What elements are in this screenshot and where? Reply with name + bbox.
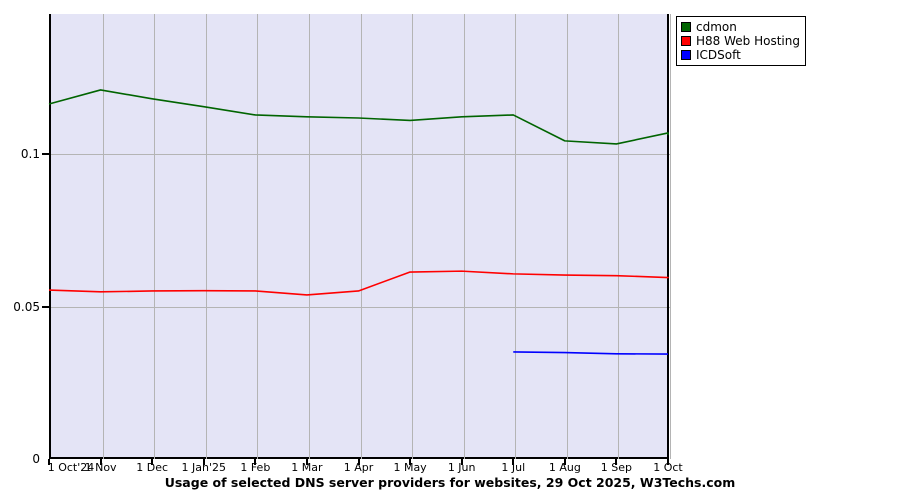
legend-item: H88 Web Hosting	[681, 34, 800, 48]
x-axis-label: 1 Jul	[501, 461, 526, 474]
gridline-vertical	[670, 14, 671, 459]
x-axis-tick	[202, 459, 205, 465]
series-line-cdmon	[48, 89, 669, 145]
x-axis-tick	[512, 459, 515, 465]
legend-swatch-icon	[681, 36, 691, 46]
x-axis-label: 1 Apr	[343, 461, 374, 474]
gridline-vertical	[154, 14, 156, 459]
gridline-horizontal	[51, 154, 670, 155]
legend-swatch-icon	[681, 22, 691, 32]
legend-swatch-icon	[681, 50, 691, 60]
y-axis: 0 0.05 0.1	[0, 0, 40, 500]
gridline-vertical	[102, 14, 104, 459]
x-axis-label: 1 Mar	[291, 461, 323, 474]
gridline-vertical	[618, 14, 620, 459]
y-axis-label: 0	[32, 452, 40, 466]
x-axis-tick	[667, 459, 669, 465]
gridline-vertical	[463, 14, 465, 459]
x-axis-label: 1 Oct	[653, 461, 683, 474]
gridline-horizontal	[51, 306, 670, 308]
x-axis-label: 1 Sep	[600, 461, 633, 474]
legend-label: H88 Web Hosting	[696, 33, 800, 48]
legend-item: cdmon	[681, 20, 800, 34]
y-axis-label: 0.05	[13, 299, 40, 314]
x-axis-label: 1 Feb	[240, 461, 271, 474]
legend-label: cdmon	[696, 19, 737, 34]
x-axis-label: 1 Aug	[548, 461, 581, 474]
gridline-vertical	[257, 14, 259, 459]
y-axis-tick	[42, 305, 49, 308]
plot-area	[49, 14, 671, 459]
x-axis-tick	[615, 459, 618, 465]
x-axis-tick	[357, 459, 360, 465]
x-axis-label: 1 Oct'24	[47, 461, 95, 474]
x-axis-label: 1 May	[393, 461, 427, 474]
gridline-vertical	[566, 14, 568, 459]
gridline-vertical	[360, 14, 362, 459]
x-axis-label: 1 Jun	[447, 461, 476, 474]
gridline-vertical	[308, 14, 310, 459]
x-axis-tick	[305, 459, 308, 465]
gridline-vertical	[515, 14, 517, 459]
x-axis-label: 1 Nov	[84, 461, 117, 474]
chart-legend: cdmon H88 Web Hosting ICDSoft	[676, 16, 806, 66]
x-axis-tick	[460, 459, 463, 465]
series-line-icdsoft	[513, 351, 669, 355]
x-axis-label: 1 Jan'25	[181, 461, 226, 474]
gridline-vertical	[412, 14, 414, 459]
x-axis-tick	[254, 459, 257, 465]
y-axis-tick	[42, 153, 49, 155]
y-axis-label: 0.1	[20, 147, 40, 161]
series-line-h88-web-hosting	[48, 270, 669, 296]
chart-caption: Usage of selected DNS server providers f…	[164, 475, 736, 490]
x-axis-label: 1 Dec	[136, 461, 169, 474]
x-axis-tick	[151, 459, 154, 465]
legend-label: ICDSoft	[696, 47, 741, 62]
gridline-vertical	[205, 14, 207, 459]
x-axis-tick	[48, 459, 50, 465]
x-axis-tick	[99, 459, 102, 465]
x-axis-tick	[409, 459, 412, 465]
plot-right-border	[667, 14, 669, 461]
legend-item: ICDSoft	[681, 48, 800, 62]
x-axis-tick	[563, 459, 566, 465]
